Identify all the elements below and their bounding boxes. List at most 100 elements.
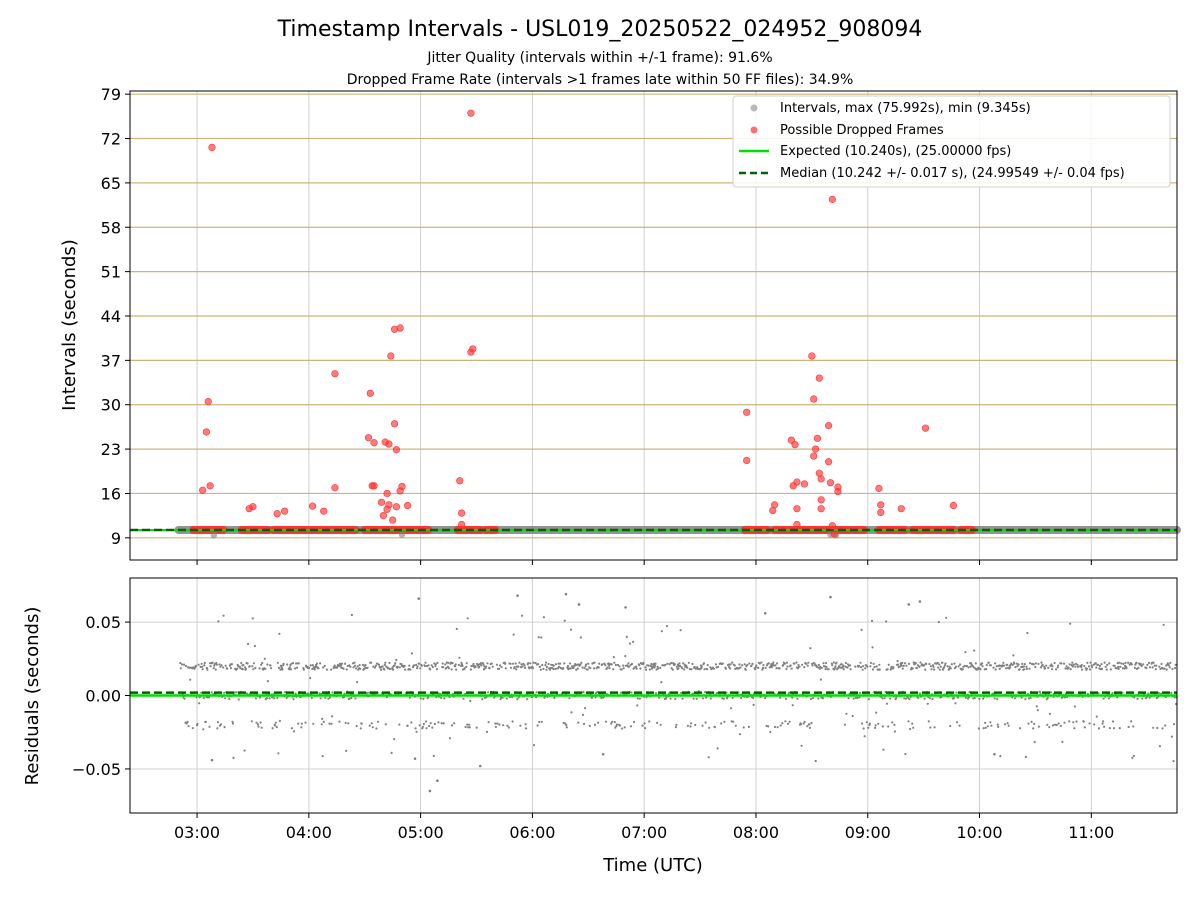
dropped-frame-point: [456, 477, 464, 485]
residual-point: [417, 597, 421, 600]
residual-point: [624, 606, 627, 609]
dropped-frame-point: [366, 389, 374, 397]
interval-point: [398, 531, 406, 538]
dropped-frame-point: [810, 395, 818, 403]
dropped-frame-point: [793, 478, 801, 486]
dropped-frame-point: [877, 501, 885, 509]
chart-subtitle-jitter: Jitter Quality (intervals within +/-1 fr…: [426, 50, 772, 66]
bottom-xtick-label: 06:00: [509, 823, 555, 842]
chart-title: Timestamp Intervals - USL019_20250522_02…: [277, 17, 923, 42]
top-ytick-label: 23: [101, 440, 121, 459]
dropped-frame-point: [877, 508, 885, 517]
top-ytick-label: 37: [101, 351, 121, 370]
residual-point: [478, 764, 482, 768]
residual-reference-lines: [130, 691, 1177, 697]
residual-point: [210, 758, 214, 762]
top-ytick-label: 44: [101, 307, 121, 326]
top-ytick-label: 72: [101, 130, 121, 149]
bottom-xtick-label: 09:00: [845, 823, 891, 842]
bottom-xtick-label: 04:00: [286, 823, 332, 842]
dropped-frame-point: [458, 509, 466, 517]
dropped-frame-point: [828, 195, 836, 203]
dropped-frame-point: [281, 507, 289, 515]
dropped-frame-point: [396, 324, 404, 332]
dropped-frame-point: [834, 487, 842, 496]
dropped-frame-point: [949, 501, 958, 510]
dropped-frame-point: [743, 408, 751, 416]
dropped-frame-point: [383, 489, 391, 498]
dropped-frame-point: [817, 475, 825, 483]
dropped-frame-point: [793, 505, 801, 513]
bottom-xtick-label: 05:00: [398, 823, 444, 842]
top-plot: 9 16 23 30 37 44 51 58 65 72 79 Intervals (seconds…: [59, 85, 1181, 565]
dropped-frame-point: [921, 424, 930, 432]
bottom-ytick-label: 0.05: [85, 613, 121, 632]
residual-point: [577, 603, 581, 606]
bottom-xtick-label: 03:00: [174, 823, 220, 842]
dropped-frame-point: [370, 439, 378, 447]
top-ytick-label: 58: [101, 218, 121, 237]
top-ytick-label: 9: [111, 529, 121, 548]
dropped-frame-point: [377, 498, 386, 506]
residual-point: [763, 611, 767, 615]
dropped-frame-point: [370, 482, 378, 490]
legend-label-median: Median (10.242 +/- 0.017 s), (24.99549 +…: [780, 166, 1125, 181]
dropped-frame-point: [743, 456, 751, 465]
legend-box: [732, 95, 1171, 188]
dropped-frame-point: [379, 512, 387, 520]
dropped-frame-point: [826, 479, 835, 487]
dropped-frame-point: [331, 484, 339, 492]
dropped-frame-point: [791, 441, 799, 449]
dropped-frame-point: [364, 434, 373, 442]
residual-points: [179, 592, 1178, 793]
dropped-frame-point: [385, 440, 393, 448]
residual-point: [829, 595, 832, 599]
bottom-ylabel: Residuals (seconds): [22, 607, 43, 786]
legend-marker-intervals: [750, 104, 758, 112]
dropped-frame-point: [770, 501, 779, 509]
dropped-frame-point: [308, 502, 317, 510]
dropped-frame-point: [206, 482, 214, 490]
bottom-plot: −0.05 0.00 0.05 03:00 04:00 05:00 06:00 07:00 08…: [22, 577, 1178, 876]
dropped-frame-point: [392, 503, 401, 511]
legend-label-intervals: Intervals, max (75.992s), min (9.345s): [780, 101, 1031, 116]
bottom-xlabel: Time (UTC): [602, 855, 703, 876]
dropped-frame-point: [830, 530, 838, 538]
dropped-frame-point: [469, 345, 477, 353]
dropped-frame-point: [389, 516, 397, 524]
dropped-frame-point: [825, 458, 833, 466]
dropped-frame-point: [467, 109, 475, 117]
dropped-frame-point: [199, 486, 207, 494]
bottom-xtick-label: 11:00: [1068, 823, 1114, 842]
dropped-frame-points: [199, 109, 958, 539]
bottom-xtick-label: 10:00: [956, 823, 1002, 842]
dropped-frame-point: [403, 501, 412, 510]
residual-point-cloud: [179, 613, 1178, 763]
residual-point: [413, 757, 417, 760]
bottom-ytick-label: 0.00: [85, 687, 121, 706]
dropped-frame-point: [273, 510, 281, 518]
dropped-frame-point: [202, 428, 210, 436]
dropped-frame-point: [204, 397, 212, 406]
bottom-ytick-label: −0.05: [72, 760, 121, 779]
residual-point: [907, 603, 911, 606]
dropped-frame-point: [385, 501, 393, 509]
bottom-xtick-label: 07:00: [621, 823, 667, 842]
residual-point: [918, 600, 922, 603]
dropped-frame-point: [875, 484, 883, 492]
dropped-frame-point: [817, 505, 825, 513]
top-ytick-label: 65: [101, 174, 121, 193]
dropped-frame-point: [825, 422, 833, 430]
dropped-frame-point: [331, 370, 339, 378]
chart-subtitle-dropped: Dropped Frame Rate (intervals >1 frames …: [347, 72, 854, 88]
dropped-frame-point: [320, 507, 328, 515]
dropped-frame-point: [387, 352, 395, 360]
dropped-frame-point: [390, 420, 399, 428]
legend-marker-dropped: [750, 126, 758, 134]
dropped-frame-point: [813, 434, 822, 442]
dropped-frame-point: [793, 520, 801, 529]
residual-point: [564, 592, 568, 596]
top-ytick-label: 30: [101, 396, 121, 415]
dropped-frame-point: [249, 503, 257, 511]
